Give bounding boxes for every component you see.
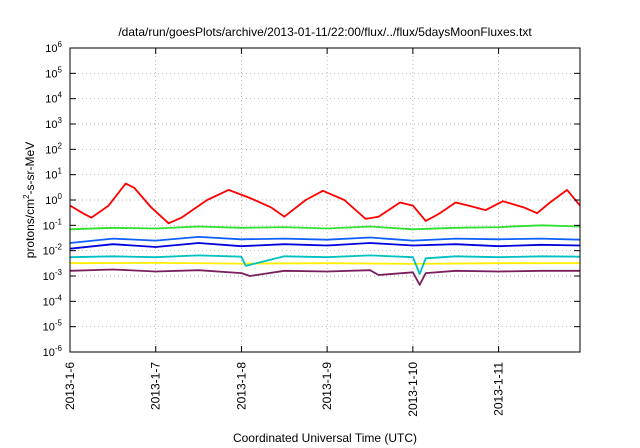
y-tick-label: 103 (45, 116, 62, 131)
series-line-5 (69, 224, 581, 231)
y-tick-label: 10-5 (43, 319, 63, 334)
y-tick-label: 10-1 (43, 217, 63, 232)
y-tick-base: 10 (43, 296, 55, 308)
x-tick-label: 2013-1-10 (406, 362, 420, 417)
y-tick-base: 10 (45, 144, 57, 156)
y-tick-label: 10-4 (43, 293, 63, 308)
y-tick-exponent: -5 (55, 319, 63, 328)
y-tick-exponent: -6 (55, 344, 63, 353)
x-tick-label: 2013-1-6 (63, 362, 77, 410)
series-line-4 (69, 235, 581, 244)
y-axis: 10610510410310210110010-110-210-310-410-… (43, 40, 580, 359)
y-tick-exponent: 2 (58, 141, 63, 150)
x-axis: 2013-1-6 2013-1-7 2013-1-8 2013-1-9 2013-1-1… (63, 48, 506, 417)
y-tick-exponent: 5 (58, 65, 63, 74)
y-tick-exponent: 6 (58, 40, 63, 49)
y-tick-label: 10-2 (43, 243, 63, 258)
y-tick-base: 10 (45, 170, 57, 182)
x-tick-label: 2013-1-11 (492, 362, 506, 416)
y-axis-label-sup: 2 (22, 194, 31, 199)
y-tick-exponent: 0 (58, 192, 63, 201)
y-tick-label: 105 (45, 65, 62, 80)
y-tick-label: 10-3 (43, 268, 63, 283)
y-tick-exponent: 4 (58, 91, 63, 100)
y-axis-label-suffix: -s-sr-MeV (23, 142, 37, 195)
y-tick-base: 10 (43, 220, 55, 232)
series-line-6 (69, 182, 581, 225)
x-axis-label: Coordinated Universal Time (UTC) (233, 431, 417, 445)
y-tick-label: 106 (45, 40, 62, 55)
y-tick-base: 10 (43, 271, 55, 283)
y-tick-exponent: 1 (58, 167, 63, 176)
y-tick-base: 10 (45, 119, 57, 131)
y-axis-label-prefix: protons/cm (23, 199, 37, 258)
series-line-3 (69, 242, 581, 250)
y-axis-label: protons/cm2-s-sr-MeV (22, 142, 37, 258)
y-tick-label: 100 (45, 192, 62, 207)
y-tick-label: 102 (45, 141, 62, 156)
y-tick-label: 101 (45, 167, 62, 182)
y-tick-label: 10-6 (43, 344, 63, 359)
y-tick-exponent: -1 (55, 217, 63, 226)
x-tick-label: 2013-1-9 (320, 362, 334, 410)
y-tick-base: 10 (43, 347, 55, 359)
series-line-2 (69, 254, 581, 275)
chart-title: /data/run/goesPlots/archive/2013-01-11/2… (118, 25, 532, 39)
y-tick-exponent: -2 (55, 243, 63, 252)
y-tick-base: 10 (45, 94, 57, 106)
y-tick-exponent: -3 (55, 268, 63, 277)
y-tick-base: 10 (45, 195, 57, 207)
y-tick-base: 10 (43, 246, 55, 258)
series-layer (69, 182, 581, 286)
series-line-0 (69, 261, 580, 265)
series-line-1 (69, 268, 580, 286)
y-tick-label: 104 (45, 91, 62, 106)
x-tick-label: 2013-1-7 (149, 362, 163, 410)
y-tick-exponent: -4 (55, 293, 63, 302)
y-tick-base: 10 (43, 322, 55, 334)
y-tick-base: 10 (45, 43, 57, 55)
grid (70, 48, 580, 352)
x-tick-label: 2013-1-8 (234, 362, 248, 410)
y-tick-base: 10 (45, 68, 57, 80)
y-tick-exponent: 3 (58, 116, 63, 125)
